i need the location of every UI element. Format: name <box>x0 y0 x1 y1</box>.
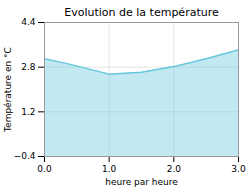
svg-text:2.0: 2.0 <box>167 164 182 174</box>
svg-text:0.0: 0.0 <box>37 164 52 174</box>
svg-text:2.8: 2.8 <box>21 62 36 72</box>
svg-text:Température en °C: Température en °C <box>3 47 13 133</box>
svg-text:Evolution de la température: Evolution de la température <box>64 6 219 19</box>
svg-text:heure par heure: heure par heure <box>105 177 178 187</box>
svg-text:3.0: 3.0 <box>231 164 246 174</box>
svg-text:1.2: 1.2 <box>21 107 35 117</box>
svg-text:4.4: 4.4 <box>21 17 36 27</box>
svg-text:−0.4: −0.4 <box>14 151 36 161</box>
svg-text:1.0: 1.0 <box>102 164 117 174</box>
